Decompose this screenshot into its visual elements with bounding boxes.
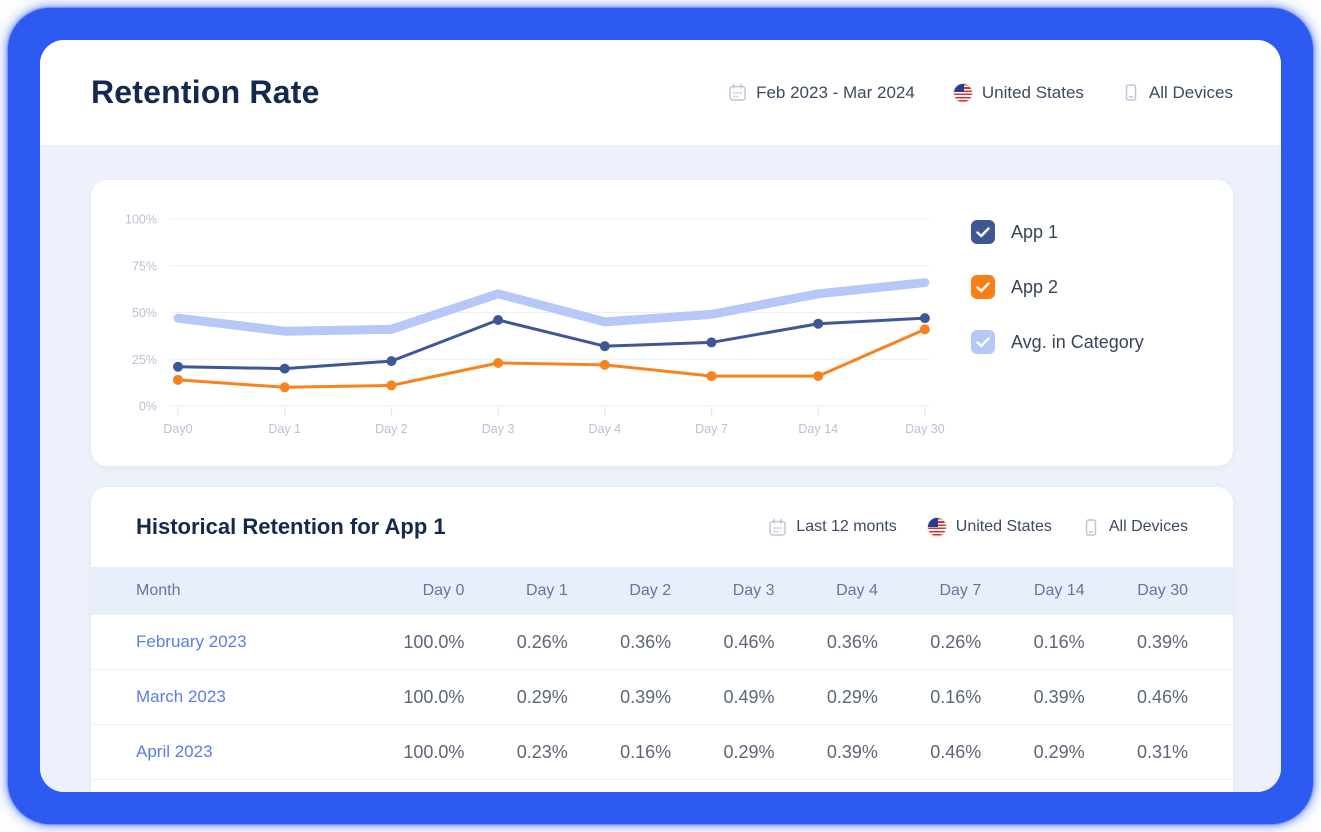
device-icon xyxy=(1125,84,1137,101)
svg-text:0%: 0% xyxy=(139,400,157,414)
svg-text:Day 14: Day 14 xyxy=(798,422,838,436)
table-row: February 2023 100.0% 0.26% 0.36% 0.46% 0… xyxy=(91,615,1233,670)
table-title: Historical Retention for App 1 xyxy=(136,514,446,539)
devices-filter[interactable]: All Devices xyxy=(1122,83,1233,103)
svg-text:Day 7: Day 7 xyxy=(695,422,728,436)
column-header-day0: Day 0 xyxy=(422,582,465,599)
cell: 0.29% xyxy=(826,686,878,707)
svg-text:Day 2: Day 2 xyxy=(375,422,408,436)
app2-checkbox[interactable] xyxy=(971,275,995,299)
cell: 0.39% xyxy=(620,686,672,707)
cell: 100.0% xyxy=(403,741,465,762)
header-filters: Feb 2023 - Mar 2024 United States All De… xyxy=(728,82,1233,103)
column-header-month: Month xyxy=(136,582,181,599)
legend-label: App 2 xyxy=(1011,276,1059,297)
cell: 0.23% xyxy=(516,741,568,762)
table-devices-filter[interactable]: All Devices xyxy=(1082,518,1188,537)
us-flag-icon xyxy=(926,517,947,537)
svg-text:Day 1: Day 1 xyxy=(268,422,301,436)
cell: 0.29% xyxy=(1033,741,1085,762)
svg-text:Day0: Day0 xyxy=(163,422,192,436)
app-window: Retention Rate Feb 2023 - Mar 2024 Unite… xyxy=(40,40,1281,792)
cell: 0.39% xyxy=(826,741,878,762)
device-icon xyxy=(1085,518,1097,536)
avg-category-checkbox[interactable] xyxy=(971,330,995,354)
svg-text:Day 3: Day 3 xyxy=(482,422,515,436)
column-header-day2: Day 2 xyxy=(629,582,672,599)
cell: 0.46% xyxy=(723,631,775,652)
table-country-filter[interactable]: United States xyxy=(926,517,1052,537)
app1-checkbox[interactable] xyxy=(971,220,995,244)
table-date-range-label: Last 12 monts xyxy=(796,518,897,535)
calendar-icon xyxy=(729,83,746,101)
column-header-day4: Day 4 xyxy=(836,582,878,599)
cell: 0.16% xyxy=(930,686,982,707)
calendar-icon xyxy=(769,518,787,536)
cell: 0.29% xyxy=(723,741,775,762)
country-label: United States xyxy=(981,82,1084,102)
cell: 0.46% xyxy=(930,741,982,762)
column-header-day14: Day 14 xyxy=(1033,582,1085,599)
legend-item-avg-category[interactable]: Avg. in Category xyxy=(971,330,1144,354)
table-card: Historical Retention for App 1 Last 12 m… xyxy=(91,487,1233,792)
date-range-filter[interactable]: Feb 2023 - Mar 2024 xyxy=(728,83,915,103)
date-range-label: Feb 2023 - Mar 2024 xyxy=(756,82,915,102)
column-header-day7: Day 7 xyxy=(939,582,982,599)
check-icon xyxy=(976,226,990,237)
chart-card: 100% 75% 50% 25% 0% Day0 Day 1 Day 2 Day 3 Day 4 D… xyxy=(91,180,1233,466)
svg-text:100%: 100% xyxy=(125,213,157,227)
table-devices-label: All Devices xyxy=(1108,518,1188,535)
table-column-headers: Month Day 0 Day 1 Day 2 Day 3 Day 4 Day … xyxy=(91,567,1233,615)
column-header-day30: Day 30 xyxy=(1137,582,1188,599)
table-header-bar: Historical Retention for App 1 Last 12 m… xyxy=(91,487,1233,567)
cell: 100.0% xyxy=(403,686,465,707)
legend-item-app1[interactable]: App 1 xyxy=(971,220,1144,244)
svg-text:50%: 50% xyxy=(132,306,157,320)
page-header: Retention Rate Feb 2023 - Mar 2024 Unite… xyxy=(40,40,1281,145)
check-icon xyxy=(976,336,990,347)
table-date-range-filter[interactable]: Last 12 monts xyxy=(768,518,897,537)
table-row: April 2023 100.0% 0.23% 0.16% 0.29% 0.39… xyxy=(91,725,1233,780)
page-title: Retention Rate xyxy=(91,74,320,110)
cell: 0.46% xyxy=(1136,686,1188,707)
month-link[interactable]: March 2023 xyxy=(136,687,226,706)
cell: 0.16% xyxy=(1033,631,1085,652)
month-link[interactable]: April 2023 xyxy=(136,742,213,761)
content-area: 100% 75% 50% 25% 0% Day0 Day 1 Day 2 Day 3 Day 4 D… xyxy=(40,145,1281,792)
legend-label: Avg. in Category xyxy=(1011,331,1144,352)
cell: 0.36% xyxy=(620,631,672,652)
us-flag-icon xyxy=(952,82,973,103)
svg-text:25%: 25% xyxy=(132,353,157,367)
country-filter[interactable]: United States xyxy=(952,82,1084,103)
cell: 0.39% xyxy=(1033,686,1085,707)
cell: 100.0% xyxy=(403,631,465,652)
cell: 0.26% xyxy=(930,631,982,652)
column-header-day1: Day 1 xyxy=(525,582,568,599)
chart-legend: App 1 App 2 Avg. in Category xyxy=(971,180,1144,466)
devices-label: All Devices xyxy=(1148,82,1233,102)
month-link[interactable]: February 2023 xyxy=(136,632,247,651)
cell: 0.49% xyxy=(723,686,775,707)
cell: 0.29% xyxy=(516,686,568,707)
outer-frame: Retention Rate Feb 2023 - Mar 2024 Unite… xyxy=(8,8,1313,824)
svg-text:75%: 75% xyxy=(132,259,157,273)
cell: 0.16% xyxy=(620,741,672,762)
svg-text:Day 4: Day 4 xyxy=(588,422,621,436)
cell: 0.31% xyxy=(1136,741,1188,762)
cell: 0.26% xyxy=(516,631,568,652)
retention-line-chart: 100% 75% 50% 25% 0% Day0 Day 1 Day 2 Day 3 Day 4 D… xyxy=(125,213,945,437)
table-filters: Last 12 monts United States All Devices xyxy=(768,517,1188,537)
cell: 0.39% xyxy=(1136,631,1188,652)
column-header-day3: Day 3 xyxy=(732,582,775,599)
table-country-label: United States xyxy=(955,518,1052,535)
table-row: March 2023 100.0% 0.29% 0.39% 0.49% 0.29… xyxy=(91,670,1233,725)
legend-item-app2[interactable]: App 2 xyxy=(971,275,1144,299)
legend-label: App 1 xyxy=(1011,221,1059,242)
cell: 0.36% xyxy=(826,631,878,652)
check-icon xyxy=(976,281,990,292)
svg-text:Day 30: Day 30 xyxy=(905,422,945,436)
